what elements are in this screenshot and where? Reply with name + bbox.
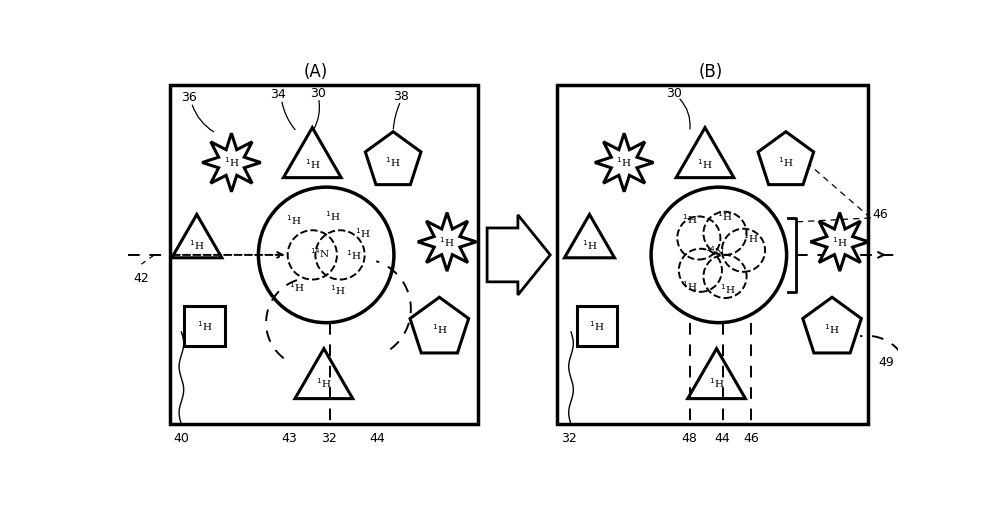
Text: (A): (A)	[304, 62, 328, 81]
Text: $^{1}$H: $^{1}$H	[432, 323, 447, 336]
Text: $^{1}$H: $^{1}$H	[330, 283, 345, 297]
Bar	[170, 85, 478, 424]
Text: 34: 34	[270, 88, 286, 101]
Text: 32: 32	[561, 432, 577, 445]
Polygon shape	[283, 127, 341, 178]
Text: 36: 36	[181, 90, 197, 103]
Text: $^{1}$H: $^{1}$H	[325, 210, 340, 223]
Polygon shape	[365, 132, 421, 185]
Bar	[184, 306, 225, 346]
Text: $^{1}$H: $^{1}$H	[720, 282, 736, 296]
Polygon shape	[202, 133, 261, 192]
Text: 43: 43	[281, 432, 297, 445]
Text: $^{1}$H: $^{1}$H	[697, 157, 713, 171]
Text: 30: 30	[666, 87, 682, 100]
Text: $^{1}$H: $^{1}$H	[832, 235, 847, 249]
Text: $^{1}$H: $^{1}$H	[355, 226, 371, 240]
Text: $^{1}$H: $^{1}$H	[824, 323, 840, 336]
Text: $^{1}$H: $^{1}$H	[289, 280, 305, 294]
Text: $^{1}$H: $^{1}$H	[682, 279, 697, 293]
Text: $^{1}$H: $^{1}$H	[589, 319, 605, 333]
Polygon shape	[418, 213, 476, 271]
Text: $^{1}$H: $^{1}$H	[616, 155, 632, 170]
Text: 49: 49	[878, 356, 894, 369]
Text: 32: 32	[321, 432, 337, 445]
Text: 40: 40	[173, 432, 189, 445]
Polygon shape	[810, 213, 869, 271]
Text: 46: 46	[743, 432, 759, 445]
Polygon shape	[803, 297, 861, 353]
Text: (B): (B)	[699, 62, 723, 81]
Polygon shape	[295, 348, 353, 399]
Polygon shape	[595, 133, 653, 192]
Text: $^{1}$H: $^{1}$H	[305, 157, 320, 171]
Text: $^{1}$H: $^{1}$H	[439, 235, 455, 249]
Text: $^{1}$H: $^{1}$H	[346, 248, 362, 262]
Text: $^{14}$N: $^{14}$N	[705, 244, 725, 258]
Text: 38: 38	[393, 90, 409, 103]
Text: 44: 44	[370, 432, 386, 445]
Text: $^{1}$H: $^{1}$H	[709, 376, 724, 391]
Text: $^{1}$H: $^{1}$H	[385, 155, 401, 170]
Text: 42: 42	[134, 272, 149, 285]
Text: $^{1}$H: $^{1}$H	[682, 213, 697, 226]
Text: $^{1}$H: $^{1}$H	[224, 155, 239, 170]
Text: 30: 30	[311, 87, 326, 100]
Text: 46: 46	[872, 209, 888, 222]
Polygon shape	[688, 348, 745, 399]
Bar	[557, 85, 868, 424]
Text: $^{1}$H: $^{1}$H	[197, 319, 212, 333]
Polygon shape	[410, 297, 469, 353]
Text: $^{1}$H: $^{1}$H	[316, 376, 332, 391]
Polygon shape	[676, 127, 734, 178]
Text: $^{1}$H: $^{1}$H	[717, 210, 733, 223]
Text: $^{1}$H: $^{1}$H	[743, 231, 759, 245]
Polygon shape	[172, 214, 222, 258]
Text: $^{14}$N: $^{14}$N	[310, 246, 330, 260]
Polygon shape	[487, 215, 550, 295]
Text: $^{1}$H: $^{1}$H	[286, 213, 302, 227]
Text: $^{1}$H: $^{1}$H	[582, 238, 597, 252]
Text: 48: 48	[682, 432, 698, 445]
Text: $^{1}$H: $^{1}$H	[189, 238, 205, 252]
Text: $^{1}$H: $^{1}$H	[778, 155, 794, 170]
Bar	[577, 306, 617, 346]
Polygon shape	[564, 214, 615, 258]
Text: 44: 44	[715, 432, 731, 445]
Polygon shape	[758, 132, 814, 185]
